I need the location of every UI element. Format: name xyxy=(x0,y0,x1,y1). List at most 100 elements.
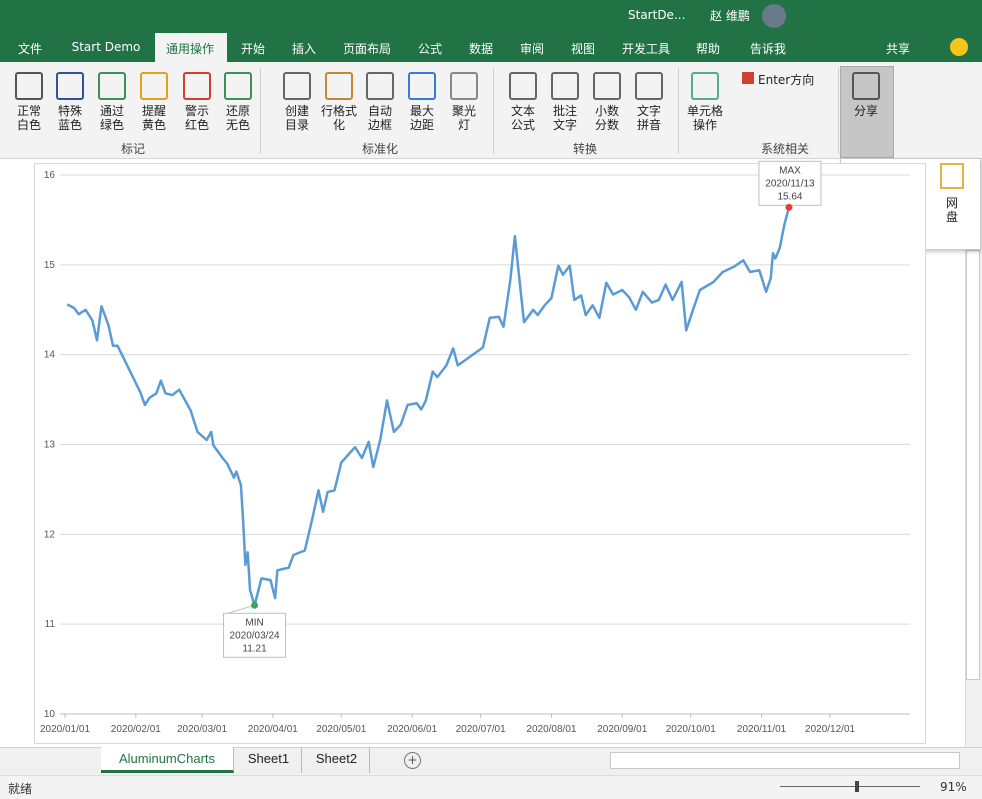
y-tick-label: 10 xyxy=(44,709,56,720)
ribbon-icon xyxy=(742,72,754,84)
ribbon-icon xyxy=(691,72,719,100)
group-separator xyxy=(493,68,494,154)
group-label: 系统相关 xyxy=(760,142,809,156)
menu-tab[interactable]: 页面布局 xyxy=(342,42,391,56)
ribbon-button[interactable]: 最大 边距 xyxy=(409,104,434,132)
zoom-slider[interactable] xyxy=(780,786,920,787)
active-tab-bg xyxy=(155,33,227,63)
ribbon-button[interactable]: 还原 无色 xyxy=(225,104,250,132)
menu-tab[interactable]: 插入 xyxy=(291,42,316,56)
chart-border xyxy=(34,163,926,744)
ribbon-button[interactable]: 行格式 化 xyxy=(320,104,357,132)
tell-me[interactable]: 告诉我 xyxy=(750,42,787,56)
annotation-date: 2020/11/13 xyxy=(765,178,815,189)
share-option[interactable]: 网 盘 xyxy=(945,196,958,224)
group-separator xyxy=(678,68,679,154)
x-tick-label: 2020/08/01 xyxy=(526,724,576,735)
ribbon-button[interactable]: 正常 白色 xyxy=(16,104,41,132)
ribbon-icon xyxy=(551,72,579,100)
ribbon-button[interactable]: 文字 拼音 xyxy=(636,104,661,132)
ribbon-icon xyxy=(15,72,43,100)
menu-tab[interactable]: 公式 xyxy=(417,42,442,56)
annotation-point xyxy=(785,203,793,211)
ribbon-button[interactable]: 提醒 黄色 xyxy=(141,104,166,132)
ribbon-icon xyxy=(283,72,311,100)
ribbon-icon xyxy=(450,72,478,100)
sheet-tab[interactable]: Sheet1 xyxy=(236,747,302,773)
ribbon-button[interactable]: 自动 边框 xyxy=(367,104,392,132)
menu-tab[interactable]: 开发工具 xyxy=(621,42,670,56)
ribbon-button[interactable]: 批注 文字 xyxy=(552,104,577,132)
ribbon xyxy=(0,62,982,159)
ribbon-button[interactable]: 文本 公式 xyxy=(510,104,535,132)
sheet-tab[interactable]: AluminumCharts xyxy=(101,747,234,773)
smiley[interactable] xyxy=(950,38,968,56)
annotation-label: MAX xyxy=(779,165,801,176)
ribbon-icon xyxy=(852,72,880,100)
group-label: 转换 xyxy=(572,142,597,156)
annotation-box xyxy=(223,612,287,658)
menu-tab[interactable]: 视图 xyxy=(570,42,595,56)
ribbon-icon xyxy=(408,72,436,100)
ribbon-button[interactable]: 特殊 蓝色 xyxy=(57,104,82,132)
zoom-thumb[interactable] xyxy=(855,781,859,792)
ribbon-button[interactable]: Enter方向 xyxy=(758,73,815,87)
document-title: StartDe... xyxy=(628,8,686,22)
x-tick-label: 2020/03/01 xyxy=(177,724,227,735)
y-tick-label: 13 xyxy=(44,440,56,451)
v-scroll-thumb[interactable] xyxy=(966,250,980,680)
status-bar xyxy=(0,775,982,799)
ribbon-button[interactable]: 分享 xyxy=(853,104,878,118)
y-tick-label: 11 xyxy=(45,619,56,630)
ribbon-icon xyxy=(593,72,621,100)
ribbon-button[interactable]: 小数 分数 xyxy=(594,104,619,132)
group-separator xyxy=(838,68,839,154)
group-label: 标记 xyxy=(120,142,145,156)
ribbon-icon xyxy=(635,72,663,100)
x-tick-label: 2020/12/01 xyxy=(805,724,855,735)
ribbon-button[interactable]: 创建 目录 xyxy=(284,104,309,132)
ribbon-icon xyxy=(366,72,394,100)
x-tick-label: 2020/07/01 xyxy=(456,724,506,735)
price-line xyxy=(66,206,791,607)
ribbon-button[interactable]: 单元格 操作 xyxy=(686,104,723,132)
annotation-value: 15.64 xyxy=(777,191,802,202)
annotation-label: MIN xyxy=(245,617,263,628)
x-tick-label: 2020/10/01 xyxy=(666,724,716,735)
ribbon-button[interactable]: 通过 绿色 xyxy=(99,104,124,132)
ribbon-button[interactable]: 聚光 灯 xyxy=(451,104,476,132)
ribbon-icon xyxy=(140,72,168,100)
avatar xyxy=(762,4,786,28)
annotation-box xyxy=(758,160,822,206)
zoom-level: 91% xyxy=(940,780,967,794)
y-tick-label: 12 xyxy=(44,529,56,540)
user-name: 赵 维鹏 xyxy=(710,9,750,23)
add-sheet[interactable]: + xyxy=(404,752,421,769)
menu-tab[interactable]: Start Demo xyxy=(71,40,141,54)
ribbon-button[interactable]: 警示 红色 xyxy=(184,104,209,132)
group-separator xyxy=(260,68,261,154)
x-tick-label: 2020/11/01 xyxy=(737,724,787,735)
h-scrollbar[interactable] xyxy=(610,752,960,769)
ribbon-icon xyxy=(509,72,537,100)
menu-tab[interactable]: 通用操作 xyxy=(165,42,214,56)
share-button[interactable]: 共享 xyxy=(886,42,911,56)
y-tick-label: 16 xyxy=(44,170,56,181)
x-tick-label: 2020/04/01 xyxy=(248,724,298,735)
annotation-date: 2020/03/24 xyxy=(230,630,280,641)
menu-tab[interactable]: 开始 xyxy=(240,42,265,56)
sheet-tab[interactable]: Sheet2 xyxy=(304,747,370,773)
ribbon-icon xyxy=(98,72,126,100)
y-tick-label: 14 xyxy=(44,350,56,361)
ribbon-icon xyxy=(56,72,84,100)
button-highlight xyxy=(840,66,894,158)
menu-tab[interactable]: 数据 xyxy=(468,42,493,56)
menu-tab[interactable]: 帮助 xyxy=(695,42,720,56)
x-tick-label: 2020/01/01 xyxy=(40,724,90,735)
menu-tab[interactable]: 审阅 xyxy=(519,42,544,56)
annotation-value: 11.21 xyxy=(242,643,267,654)
x-tick-label: 2020/09/01 xyxy=(597,724,647,735)
menu-tab[interactable]: 文件 xyxy=(17,42,42,56)
